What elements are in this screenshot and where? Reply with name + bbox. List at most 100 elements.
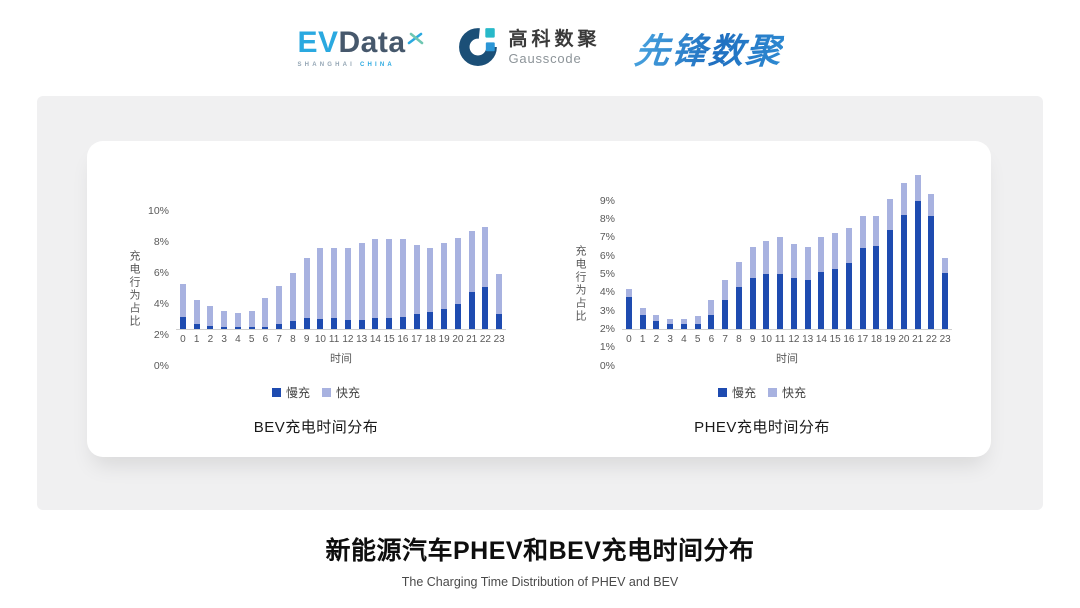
- legend-label-slow: 慢充: [731, 386, 756, 400]
- evdata-wordmark: EV Data: [297, 28, 423, 58]
- bar-segment: [790, 277, 797, 329]
- stacked-bar-hour-6: [708, 299, 715, 329]
- bar-segment: [667, 324, 674, 329]
- bar-segment: [386, 318, 393, 329]
- x-tick-label: 2: [207, 334, 214, 345]
- legend-item-slow: 慢充: [717, 384, 756, 401]
- bar-slot: [705, 165, 719, 329]
- x-tick-label: 17: [411, 334, 423, 345]
- y-tick-label: 3%: [599, 304, 615, 317]
- bar-slot: [883, 165, 897, 329]
- plot-area: [622, 165, 952, 330]
- bar-segment: [928, 216, 935, 329]
- bar-segment: [482, 287, 489, 329]
- stacked-bar-hour-22: [482, 227, 489, 329]
- x-tick-label: 22: [479, 334, 491, 345]
- gausscode-name-cn: 高科数聚: [508, 29, 601, 51]
- stacked-bar-hour-23: [496, 273, 503, 329]
- bar-segment: [248, 311, 255, 328]
- x-tick-label: 21: [912, 334, 924, 345]
- x-tick-label: 7: [276, 334, 282, 345]
- bar-slot: [801, 165, 815, 329]
- x-tick-label: 0: [626, 334, 632, 345]
- bar-segment: [234, 327, 241, 329]
- bar-slot: [424, 175, 438, 329]
- bar-segment: [344, 319, 351, 329]
- bar-segment: [276, 285, 283, 324]
- bar-slot: [650, 165, 664, 329]
- bar-slot: [355, 175, 369, 329]
- bar-segment: [694, 316, 701, 324]
- y-tick-label: 5%: [599, 267, 615, 280]
- x-tick-label: 0: [180, 334, 186, 345]
- bar-segment: [928, 194, 935, 217]
- x-tick-label: 17: [857, 334, 869, 345]
- stacked-bar-hour-1: [193, 299, 200, 329]
- x-tick-label: 22: [925, 334, 937, 345]
- x-tick-label: 2: [653, 334, 660, 345]
- bar-segment: [735, 286, 742, 329]
- bar-segment: [179, 316, 186, 329]
- x-tick-label: 16: [397, 334, 409, 345]
- bar-slot: [300, 175, 314, 329]
- bar-segment: [262, 326, 269, 329]
- bar-segment: [399, 316, 406, 329]
- bar-segment: [763, 274, 770, 329]
- bar-segment: [496, 314, 503, 329]
- stacked-bar-hour-22: [928, 194, 935, 329]
- bar-segment: [818, 272, 825, 329]
- bar-slot: [341, 175, 355, 329]
- gausscode-text: 高科数聚 Gausscode: [508, 29, 601, 66]
- bar-segment: [496, 273, 503, 315]
- evdata-wordmark-ev: EV: [297, 26, 339, 59]
- x-tick-label: 14: [815, 334, 827, 345]
- y-axis-title-box: 充电行为占比: [126, 211, 142, 366]
- x-tick-label: 11: [774, 334, 786, 345]
- footer-subtitle: The Charging Time Distribution of PHEV a…: [401, 575, 679, 589]
- bar-segment: [427, 311, 434, 329]
- x-axis-title: 时间: [776, 353, 798, 365]
- bar-segment: [749, 246, 756, 278]
- bar-segment: [317, 248, 324, 319]
- bar-slot: [217, 175, 231, 329]
- bar-slot: [204, 175, 218, 329]
- x-tick-label: 16: [843, 334, 855, 345]
- legend-swatch-fast: [768, 388, 777, 397]
- bar-slot: [622, 165, 636, 329]
- bar-segment: [790, 243, 797, 278]
- bar-slot: [492, 175, 506, 329]
- bar-slot: [231, 175, 245, 329]
- bar-segment: [804, 246, 811, 281]
- bar-slot: [842, 165, 856, 329]
- legend-swatch-slow: [271, 388, 281, 397]
- bar-segment: [413, 313, 420, 329]
- bar-segment: [625, 288, 632, 297]
- y-tick-label: 4%: [153, 297, 169, 310]
- bar-segment: [914, 200, 921, 329]
- bar-segment: [344, 248, 351, 320]
- legend: 慢充 快充: [717, 384, 806, 401]
- stacked-bar-hour-17: [413, 244, 420, 329]
- x-tick-label: 7: [722, 334, 728, 345]
- bar-segment: [818, 237, 825, 273]
- y-axis-title: 充电行为占比: [574, 244, 586, 323]
- stacked-bar-hour-14: [818, 237, 825, 329]
- x-tick-label: 10: [760, 334, 772, 345]
- bar-slot: [897, 165, 911, 329]
- bar-segment: [317, 318, 324, 329]
- bar-segment: [735, 262, 742, 287]
- bar-segment: [441, 308, 448, 329]
- bar-slot: [732, 165, 746, 329]
- x-tick-label: 18: [870, 334, 882, 345]
- stacked-bar-hour-17: [859, 216, 866, 329]
- charts-card: 充电行为占比 0% 2% 4% 6% 8% 10% 0 1 2 3 4 5 6 7 8 9 10 11 12 13 1…: [87, 141, 991, 457]
- bar-segment: [248, 327, 255, 329]
- stacked-bar-hour-13: [358, 242, 365, 329]
- x-axis-title: 时间: [330, 353, 352, 365]
- bar-segment: [358, 319, 365, 329]
- y-tick-label: 4%: [599, 286, 615, 299]
- gausscode-g-icon: [458, 25, 500, 72]
- stacked-bar-hour-0: [179, 284, 186, 329]
- x-tick-label: 11: [328, 334, 340, 345]
- bar-segment: [289, 273, 296, 322]
